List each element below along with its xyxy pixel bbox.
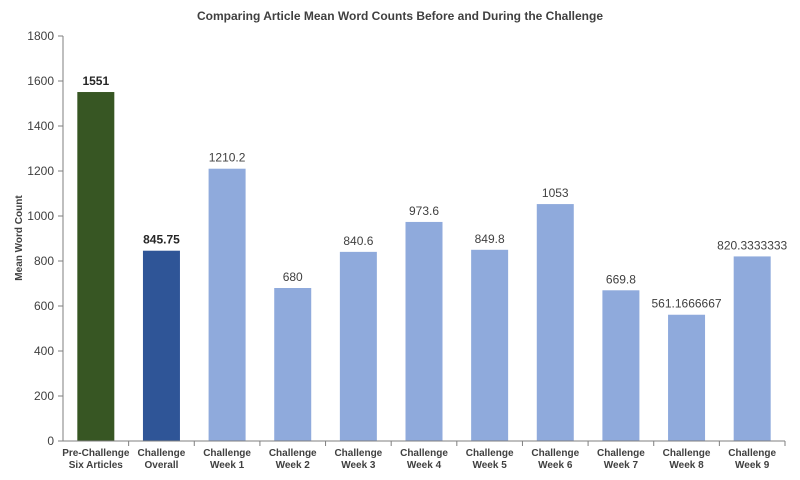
y-tick-label: 800	[34, 254, 54, 268]
bar-5	[339, 251, 377, 441]
x-tick-label: Challenge	[269, 448, 317, 459]
x-tick-label: Challenge	[597, 448, 645, 459]
x-tick-label: Challenge	[203, 448, 251, 459]
x-tick-label: Week 5	[472, 460, 507, 471]
y-tick-label: 1000	[27, 209, 54, 223]
x-tick-label: Challenge	[334, 448, 382, 459]
x-tick-label: Challenge	[663, 448, 711, 459]
x-tick-label: Week 2	[276, 460, 311, 471]
x-tick-label: Challenge	[138, 448, 186, 459]
bar-3	[208, 168, 246, 441]
x-tick-label: Challenge	[400, 448, 448, 459]
data-label-6: 973.6	[409, 204, 439, 218]
bar-8	[536, 204, 574, 441]
y-tick-label: 1800	[27, 29, 54, 43]
x-tick-label: Pre-Challenge	[62, 448, 130, 459]
x-tick-label: Week 6	[538, 460, 573, 471]
bar-2	[142, 250, 180, 441]
bar-4	[274, 288, 312, 441]
y-tick-label: 200	[34, 389, 54, 403]
data-label-8: 1053	[542, 186, 569, 200]
bar-7	[471, 249, 509, 441]
bar-10	[668, 314, 706, 441]
x-tick-label: Week 8	[669, 460, 704, 471]
y-tick-label: 600	[34, 299, 54, 313]
y-axis-label: Mean Word Count	[14, 195, 25, 281]
data-labels: 1551 845.75 1210.2 680 840.6 973.6 849.8 1053 66…	[82, 74, 787, 311]
x-tick-label: Challenge	[466, 448, 514, 459]
x-tick-label: Challenge	[728, 448, 776, 459]
data-label-2: 845.75	[143, 233, 180, 247]
y-tick-label: 400	[34, 344, 54, 358]
bar-6	[405, 221, 443, 441]
chart-title: Comparing Article Mean Word Counts Befor…	[197, 9, 603, 23]
bar-9	[602, 290, 640, 441]
x-tick-label: Week 9	[735, 460, 770, 471]
y-axis-ticks: 0 200 400 600 800 1000 1200 1400 1600 1800	[27, 29, 63, 448]
x-tick-label: Week 1	[210, 460, 245, 471]
bars	[77, 92, 771, 442]
x-tick-label: Challenge	[531, 448, 579, 459]
x-tick-label: Week 4	[407, 460, 442, 471]
bar-1	[77, 92, 115, 442]
y-tick-label: 1600	[27, 74, 54, 88]
data-label-3: 1210.2	[209, 151, 246, 165]
y-tick-label: 1200	[27, 164, 54, 178]
bar-11	[733, 256, 771, 441]
y-tick-label: 1400	[27, 119, 54, 133]
data-label-4: 680	[283, 270, 303, 284]
x-tick-label: Overall	[144, 460, 178, 471]
data-label-10: 561.1666667	[652, 297, 722, 311]
data-label-11: 820.3333333	[717, 238, 787, 252]
data-label-9: 669.8	[606, 272, 636, 286]
data-label-7: 849.8	[475, 232, 505, 246]
x-tick-label: Week 3	[341, 460, 376, 471]
x-tick-label: Week 7	[604, 460, 639, 471]
data-label-1: 1551	[82, 74, 109, 88]
x-tick-label: Six Articles	[69, 460, 124, 471]
data-label-5: 840.6	[343, 234, 373, 248]
y-tick-label: 0	[47, 434, 54, 448]
